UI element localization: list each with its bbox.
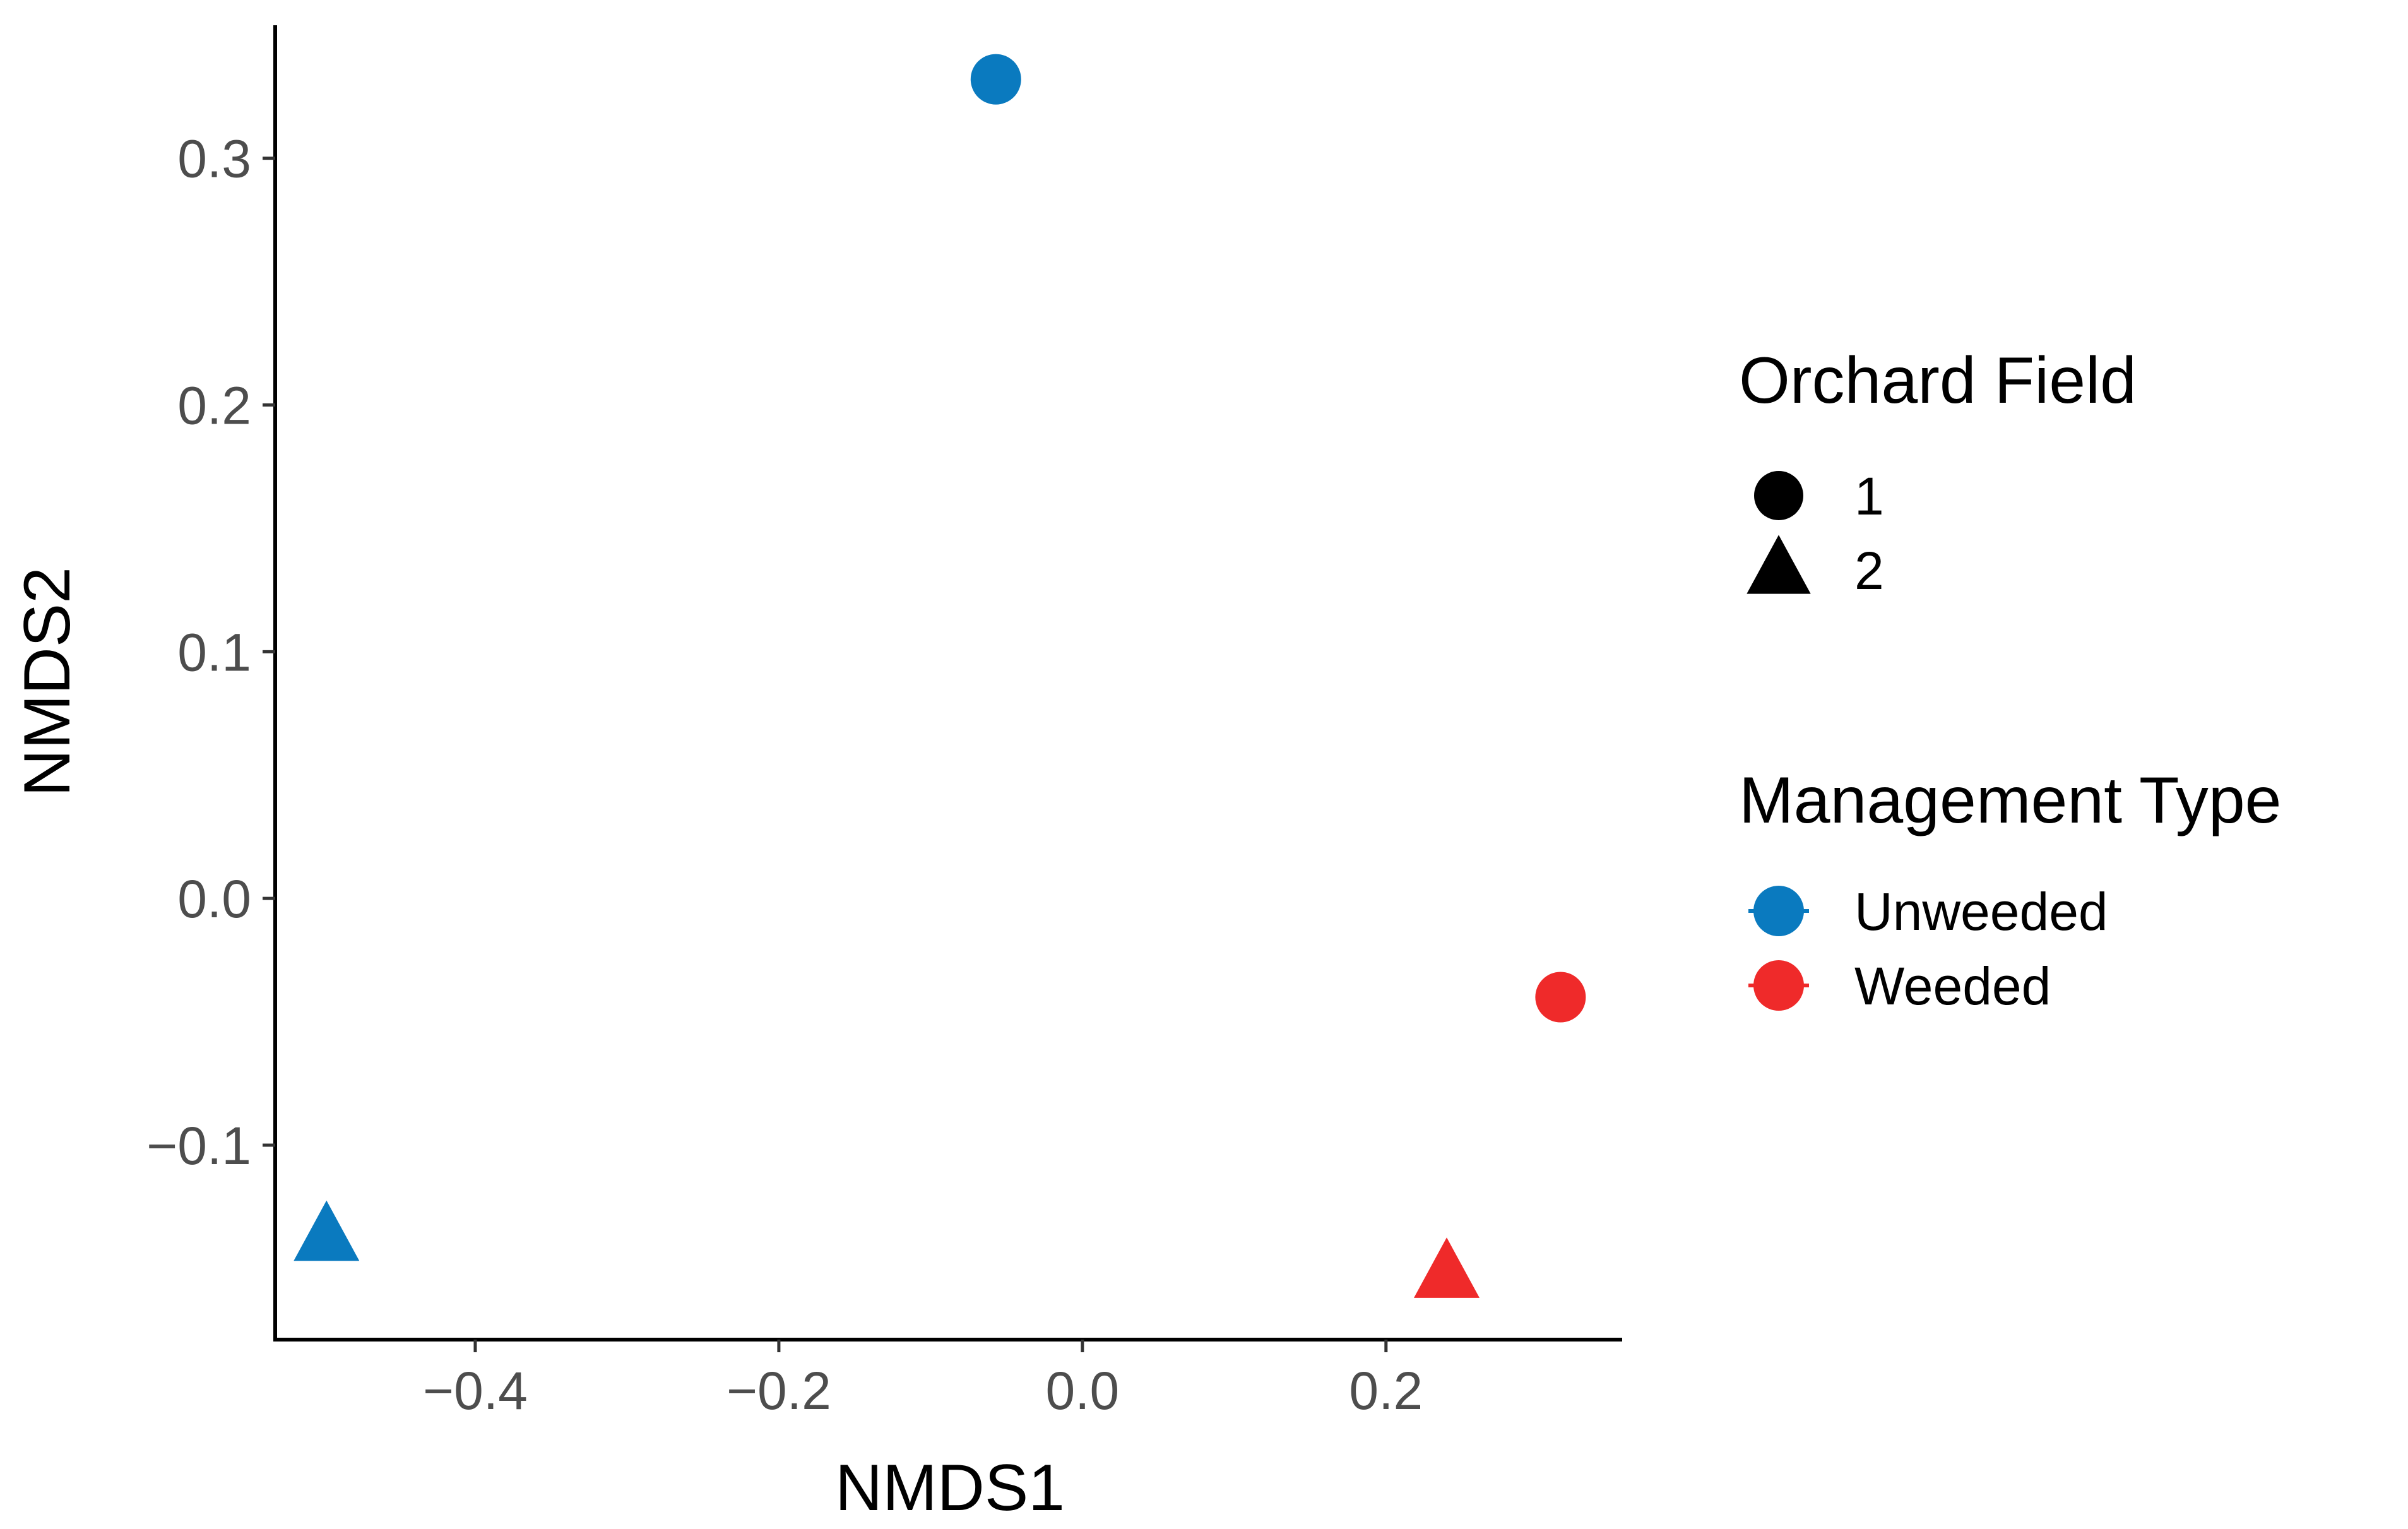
legend-management-type: Management Type Unweeded Weeded bbox=[1739, 764, 2282, 1016]
legend-color-key-weeded bbox=[1753, 960, 1804, 1011]
y-axis-ticks: −0.1 0.0 0.1 0.2 0.3 bbox=[146, 129, 275, 1175]
x-tick-label: 0.0 bbox=[1045, 1361, 1119, 1420]
legend-shape-key-1 bbox=[1754, 471, 1803, 520]
data-point-unweeded-field-1 bbox=[970, 54, 1021, 105]
y-tick-label: 0.1 bbox=[177, 622, 251, 682]
x-tick-label: −0.2 bbox=[727, 1361, 831, 1420]
y-tick-label: 0.0 bbox=[177, 869, 251, 929]
x-tick-label: −0.4 bbox=[423, 1361, 528, 1420]
data-point-unweeded-field-2 bbox=[294, 1200, 360, 1261]
x-axis-title: NMDS1 bbox=[835, 1451, 1065, 1525]
legend-orchard-field-title: Orchard Field bbox=[1739, 344, 2137, 417]
legend-management-type-title: Management Type bbox=[1739, 764, 2282, 837]
legend-orchard-field: Orchard Field 1 2 bbox=[1739, 344, 2137, 600]
y-tick-label: 0.2 bbox=[177, 376, 251, 436]
legend-shape-label: 2 bbox=[1854, 541, 1884, 600]
x-tick-label: 0.2 bbox=[1349, 1361, 1423, 1420]
data-point-weeded-field-2 bbox=[1414, 1237, 1480, 1298]
y-tick-label: −0.1 bbox=[146, 1116, 251, 1175]
legend-color-key-unweeded bbox=[1753, 886, 1804, 936]
y-tick-label: 0.3 bbox=[177, 129, 251, 189]
legend-color-label: Weeded bbox=[1854, 956, 2051, 1016]
legend-shape-label: 1 bbox=[1854, 467, 1884, 526]
y-axis-title: NMDS2 bbox=[11, 567, 84, 797]
x-axis-ticks: −0.4 −0.2 0.0 0.2 bbox=[423, 1340, 1423, 1420]
legend-shape-key-2 bbox=[1747, 535, 1811, 594]
axes bbox=[273, 25, 1622, 1342]
legend-color-label: Unweeded bbox=[1854, 882, 2108, 941]
data-points bbox=[294, 54, 1586, 1298]
data-point-weeded-field-1 bbox=[1535, 972, 1586, 1023]
